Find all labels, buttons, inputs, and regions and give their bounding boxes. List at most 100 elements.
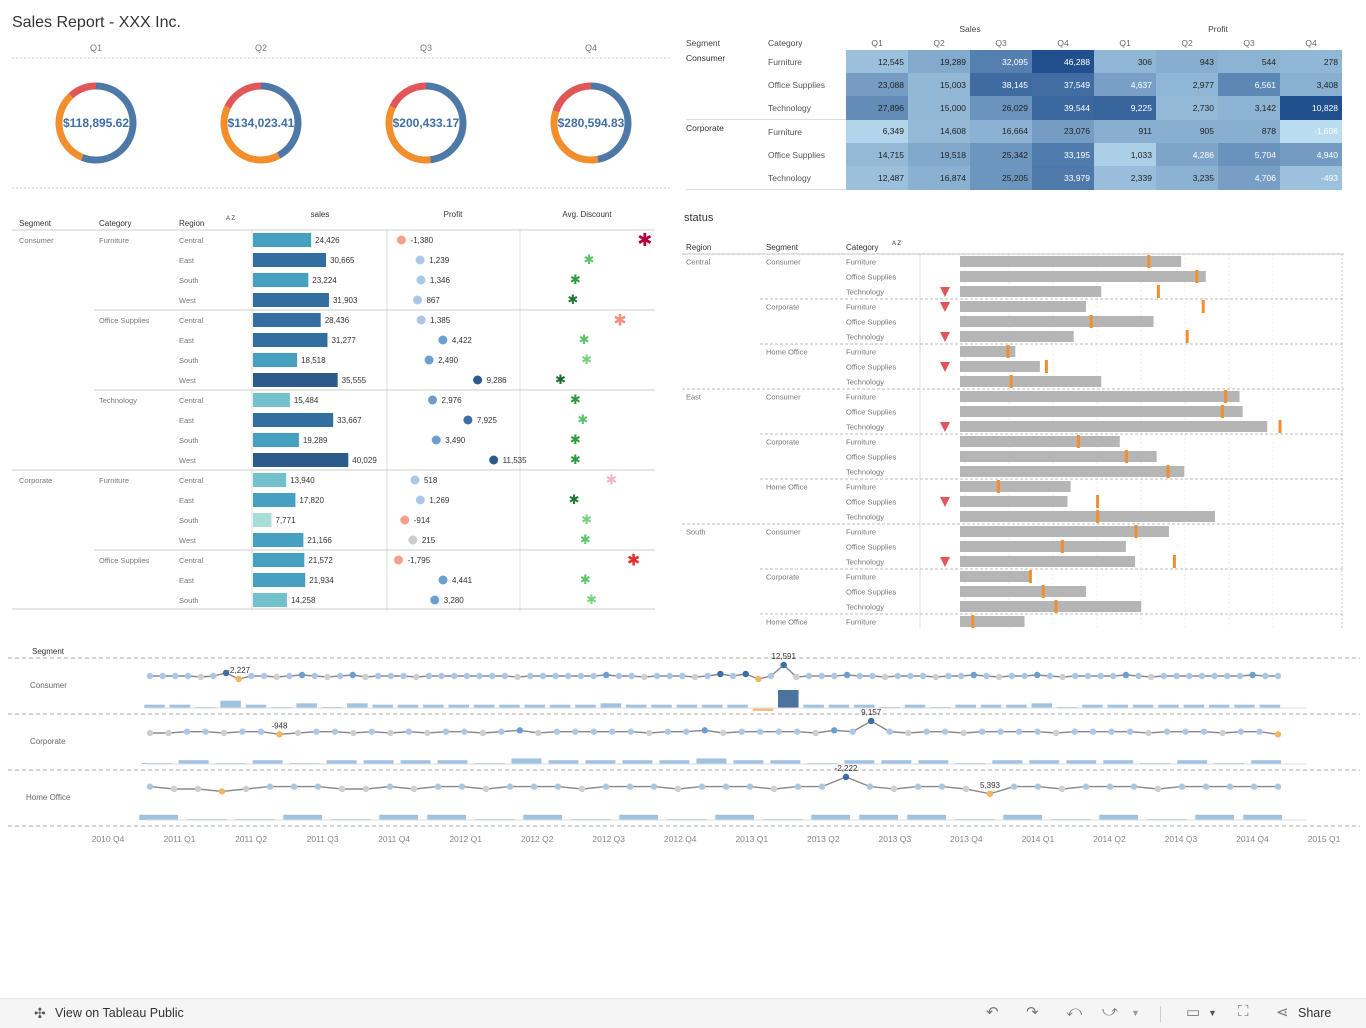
heatmap-sales-cell: 19,518 (908, 143, 970, 166)
timeline-point (501, 672, 509, 680)
discount-star-icon: ✱ (570, 433, 581, 448)
timeline-point (653, 672, 661, 680)
timeline-sales-bar (549, 704, 571, 708)
profit-dot (412, 295, 422, 305)
timeline-point (554, 783, 562, 790)
detail-region: East (179, 496, 195, 505)
share-button[interactable]: Share (1298, 1006, 1332, 1020)
timeline-annotation: 9,157 (861, 708, 882, 717)
timeline-x-tick: 2014 Q4 (1236, 834, 1269, 844)
timeline-point (202, 728, 209, 735)
chevron-down-icon[interactable]: ▼ (1208, 1008, 1217, 1018)
timeline-point (1097, 672, 1104, 680)
timeline-point (239, 728, 246, 735)
timeline-sales-bar (473, 704, 495, 708)
timeline-point (615, 672, 623, 680)
timeline-point (578, 785, 586, 793)
heatmap-profit-cell: 278 (1280, 50, 1342, 73)
timeline-point (641, 673, 648, 681)
timeline-x-tick: 2012 Q1 (449, 834, 482, 844)
timeline-point (476, 672, 483, 680)
heatmap-sales-cell: 15,003 (908, 73, 970, 96)
donut-quarter-label: Q2 (255, 43, 267, 53)
timeline-sales-bar (992, 760, 1023, 764)
timeline-segment-label: Home Office (26, 793, 71, 802)
timeline-point (349, 671, 356, 679)
status-bar (960, 481, 1071, 492)
timeline-point (1126, 728, 1134, 735)
timeline-point (1200, 728, 1208, 735)
status-category: Office Supplies (846, 363, 897, 372)
heatmap-sales-cell: 9,325 (908, 189, 970, 190)
donut-segment (385, 82, 467, 164)
profit-value: 1,385 (430, 316, 451, 325)
timeline-point (286, 672, 293, 680)
detail-region: East (179, 256, 195, 265)
timeline-annotation: -2,222 (835, 764, 858, 773)
profit-value: 215 (422, 536, 436, 545)
timeline-point (577, 672, 585, 680)
heatmap-sales-cell: 23,076 (1032, 119, 1094, 143)
timeline-point (881, 673, 889, 681)
timeline-point (1034, 728, 1041, 735)
timeline-sales-bar (144, 704, 165, 708)
timeline-point (539, 672, 547, 680)
detail-region: Central (179, 396, 204, 405)
refresh-icon[interactable]: ⤻ (1102, 1003, 1119, 1020)
detail-region: South (179, 596, 199, 605)
heatmap-sales-cell: 16,664 (970, 119, 1032, 143)
heatmap-segment: Home Office (686, 189, 768, 190)
timeline-header-segment: Segment (32, 647, 65, 656)
undo-icon[interactable]: ↶ (986, 1004, 999, 1021)
sales-bar (253, 593, 287, 607)
timeline-sales-bar (715, 814, 755, 820)
timeline-point (1250, 783, 1258, 790)
timeline-point (458, 783, 466, 790)
sales-bar (253, 233, 312, 247)
timeline-point (146, 783, 154, 790)
timeline-point (704, 672, 711, 680)
sales-bar (253, 513, 272, 527)
detail-region: Central (179, 236, 204, 245)
view-on-tableau-link[interactable]: View on Tableau Public (55, 1006, 184, 1020)
timeline-point (412, 673, 420, 681)
fullscreen-icon[interactable]: ⛶ (1238, 1003, 1249, 1020)
discount-star-icon: ✱ (569, 493, 580, 508)
donut-quarter-label: Q4 (585, 43, 597, 53)
heatmap-profit-header: Profit (1208, 24, 1228, 34)
status-category: Furniture (846, 348, 876, 357)
detail-region: West (179, 376, 197, 385)
timeline-sales-bar (397, 704, 419, 708)
revert-icon[interactable]: ⤺ (1066, 1003, 1083, 1020)
status-target-mark (1089, 315, 1093, 328)
heatmap-sales-cell: 19,289 (908, 50, 970, 73)
timeline-point (866, 783, 874, 790)
timeline-point (273, 673, 280, 681)
share-icon[interactable]: ⋖ (1276, 1004, 1289, 1021)
detail-region: South (179, 276, 199, 285)
timeline-sales-bar (1003, 814, 1043, 820)
detail-segment: Consumer (19, 236, 54, 245)
status-header-segment: Segment (766, 243, 799, 252)
timeline-point (146, 672, 154, 680)
detail-region: Central (179, 316, 204, 325)
timeline-point (552, 672, 559, 680)
sales-value: 14,258 (291, 596, 316, 605)
redo-icon[interactable]: ↷ (1026, 1004, 1039, 1021)
heatmap-sales-header: Sales (959, 24, 981, 34)
status-segment: Consumer (766, 393, 801, 402)
profit-value: 2,976 (442, 396, 463, 405)
heatmap-row: Office Supplies 23,088 15,003 38,145 37,549 4… (686, 73, 1342, 96)
comment-icon[interactable]: ▭ (1186, 1004, 1201, 1021)
profit-dot (424, 355, 434, 365)
profit-dot (463, 415, 473, 425)
timeline-point (941, 728, 949, 735)
chevron-down-icon[interactable]: ▼ (1131, 1008, 1140, 1018)
timeline-point (842, 773, 850, 781)
discount-star-icon: ✱ (555, 373, 566, 388)
detail-header-category: Category (99, 219, 131, 228)
timeline-point (482, 785, 490, 793)
profit-dot (438, 575, 448, 585)
profit-value: 4,441 (452, 576, 473, 585)
timeline-point (266, 783, 274, 790)
